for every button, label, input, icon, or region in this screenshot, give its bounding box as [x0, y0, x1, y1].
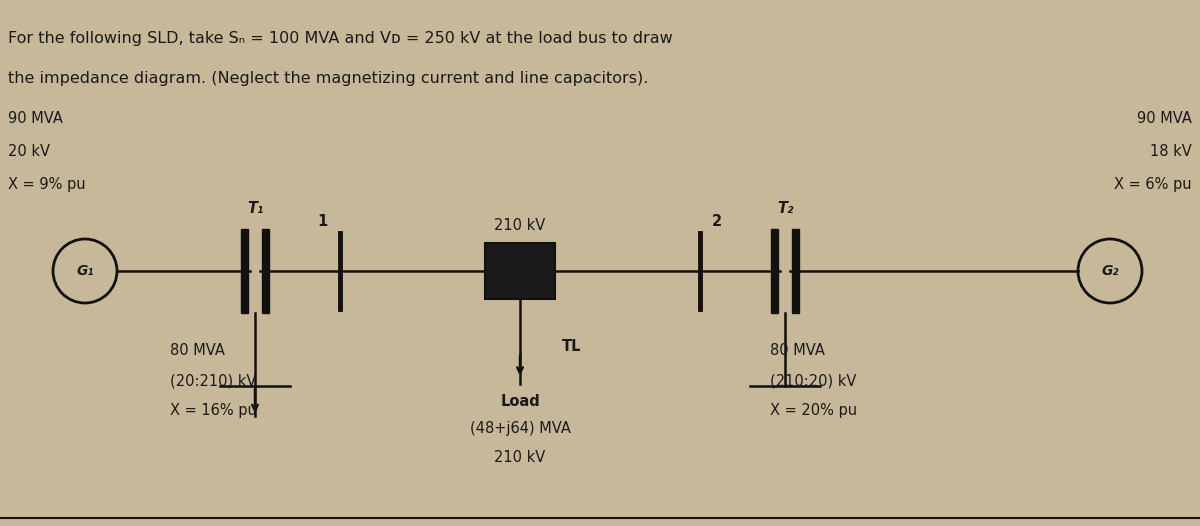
Bar [792, 229, 799, 313]
Text: X = 9% pu: X = 9% pu [8, 177, 85, 192]
Text: 20 kV: 20 kV [8, 144, 50, 159]
Text: 120 Ω: 120 Ω [498, 249, 542, 264]
Text: 90 MVA: 90 MVA [8, 111, 62, 126]
Bar [485, 244, 556, 298]
Text: (20:210) kV: (20:210) kV [170, 373, 257, 388]
Text: 90 MVA: 90 MVA [1138, 111, 1192, 126]
Text: 210 kV: 210 kV [494, 450, 546, 466]
Text: G₁: G₁ [77, 264, 94, 278]
Bar [770, 229, 778, 313]
Text: 1: 1 [318, 214, 328, 229]
Text: 2: 2 [712, 214, 722, 229]
Text: G₂: G₂ [1102, 264, 1118, 278]
Text: X = 16% pu: X = 16% pu [170, 403, 257, 418]
Text: (210:20) kV: (210:20) kV [770, 373, 857, 388]
Bar [241, 229, 248, 313]
Text: 210 kV: 210 kV [494, 218, 546, 233]
Text: 18 kV: 18 kV [1151, 144, 1192, 159]
Text: Load: Load [500, 393, 540, 409]
Text: 80 MVA: 80 MVA [770, 343, 824, 358]
Text: the impedance diagram. (Neglect the magnetizing current and line capacitors).: the impedance diagram. (Neglect the magn… [8, 71, 648, 86]
Text: (48+j64) MVA: (48+j64) MVA [469, 421, 570, 437]
Bar [262, 229, 269, 313]
Text: 80 MVA: 80 MVA [170, 343, 224, 358]
Text: For the following SLD, take Sₙ = 100 MVA and Vᴅ = 250 kV at the load bus to draw: For the following SLD, take Sₙ = 100 MVA… [8, 31, 673, 46]
Text: TL: TL [562, 339, 582, 354]
Text: X = 20% pu: X = 20% pu [770, 403, 857, 418]
Text: T₂: T₂ [776, 201, 793, 216]
Text: X = 6% pu: X = 6% pu [1115, 177, 1192, 192]
Text: T₁: T₁ [247, 201, 263, 216]
